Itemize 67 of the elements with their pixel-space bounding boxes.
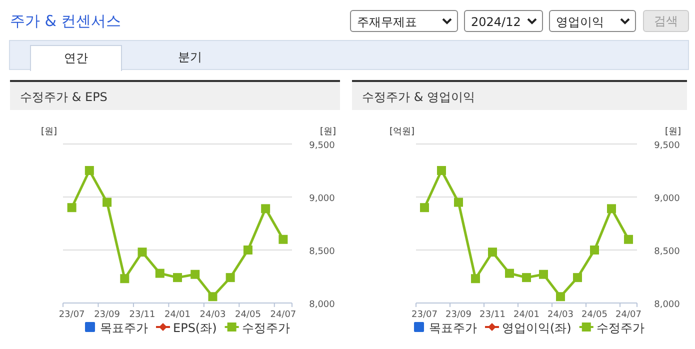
y2-tick-label: 8,500: [654, 247, 680, 257]
text: 영업이익: [549, 10, 636, 32]
x-tick-label: 23/07: [58, 310, 85, 320]
text: 주재무제표: [350, 10, 458, 32]
y-axis-title: [억원]: [389, 127, 415, 137]
point: [190, 270, 200, 279]
legend-label: 목표주가: [429, 321, 477, 335]
point: [454, 198, 463, 207]
point: [488, 248, 497, 257]
x-tick-label: 24/01: [164, 310, 190, 320]
point: [67, 203, 76, 212]
x-tick-label: 24/01: [514, 310, 540, 320]
x-tick-label: 24/05: [234, 310, 261, 320]
y-axis-title: [원]: [40, 127, 58, 137]
y2-tick-label: 8,000: [654, 300, 680, 310]
x-tick-label: 23/11: [129, 310, 156, 320]
point: [590, 246, 599, 254]
text: 검색: [643, 10, 689, 32]
point: [84, 166, 94, 175]
chart-title: 수정주가 & EPS: [10, 82, 340, 110]
x-tick-label: 23/09: [446, 310, 472, 320]
x-tick-label: 23/11: [480, 310, 506, 320]
point: [261, 204, 270, 214]
point: [155, 268, 164, 278]
point: [471, 274, 480, 284]
y2-tick-label: 9,000: [654, 194, 680, 204]
point: [278, 234, 288, 244]
legend-label: 수정주가: [242, 321, 290, 335]
point: [208, 292, 218, 302]
point: [437, 166, 446, 175]
point: [556, 292, 565, 302]
legend-label: 목표주가: [100, 321, 148, 335]
x-tick-label: 23/09: [94, 310, 120, 320]
point: [226, 273, 235, 282]
x-tick-label: 24/05: [582, 310, 608, 320]
point: [522, 273, 531, 282]
y2-tick-label: 8,000: [309, 300, 336, 310]
x-tick-label: 24/03: [548, 310, 574, 320]
legend-label: 영업이익(좌): [502, 321, 572, 335]
y2-tick-label: 9,000: [309, 194, 336, 204]
y2-tick-label: 8,500: [309, 247, 336, 257]
y2-tick-label: 9,500: [309, 141, 336, 151]
legend-label: 수정주가: [596, 321, 644, 335]
x-tick-label: 23/07: [412, 310, 438, 320]
point: [120, 274, 130, 284]
y2-tick-label: 9,500: [654, 141, 680, 151]
point: [102, 198, 112, 207]
point: [173, 273, 182, 282]
point: [607, 204, 616, 214]
point: [138, 248, 147, 257]
x-tick-label: 24/07: [616, 310, 642, 320]
text: 연간: [30, 45, 122, 71]
point: [624, 234, 633, 244]
legend-label: EPS(좌): [173, 321, 217, 335]
point: [420, 203, 429, 212]
chart-title: 수정주가 & 영업이익: [352, 82, 687, 110]
point: [505, 268, 514, 278]
y2-axis-title: [원]: [664, 127, 682, 137]
x-tick-label: 24/03: [200, 310, 226, 320]
point: [539, 270, 548, 279]
text: 분기: [177, 49, 203, 66]
point: [573, 273, 582, 282]
text: 주가 & 컨센서스: [10, 12, 122, 30]
point: [243, 246, 252, 254]
x-tick-label: 24/07: [270, 310, 296, 320]
y2-axis-title: [원]: [320, 127, 336, 137]
text: 2024/12: [464, 10, 543, 32]
